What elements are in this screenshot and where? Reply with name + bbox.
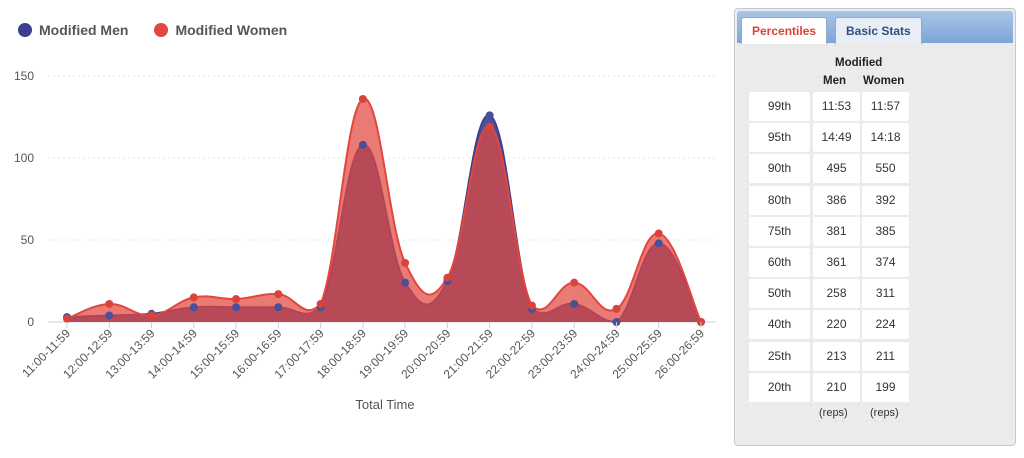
chart-legend: Modified Men Modified Women: [18, 22, 287, 38]
data-point-women[interactable]: [612, 304, 621, 313]
y-axis-ticks: 0 50 100 150: [14, 69, 34, 329]
data-point-men[interactable]: [570, 299, 579, 308]
legend-marker-women: [154, 23, 169, 37]
data-point-women[interactable]: [527, 301, 536, 310]
column-header-women: Women: [863, 75, 905, 87]
percentile-label: 50th: [749, 279, 810, 309]
women-value: 385: [862, 216, 909, 246]
tab-percentiles[interactable]: Percentiles: [741, 17, 828, 44]
data-point-men[interactable]: [105, 311, 114, 320]
data-point-women[interactable]: [105, 299, 114, 308]
tab-basic-stats[interactable]: Basic Stats: [835, 17, 922, 44]
percentile-label: 60th: [749, 248, 810, 277]
legend-label-women: Modified Women: [175, 22, 288, 38]
stats-tab-bar: Percentiles Basic Stats: [737, 11, 1013, 44]
y-tick-label: 100: [14, 151, 34, 165]
header-group-modified: Modified: [835, 57, 883, 69]
y-tick-label: 50: [21, 233, 35, 247]
x-axis-ticks: 11:00-11:5912:00-12:5913:00-13:5914:00-1…: [19, 322, 707, 381]
legend-marker-men: [18, 23, 32, 37]
x-axis-title: Total Time: [355, 397, 414, 412]
men-value: 11:53: [813, 92, 860, 121]
series-area-women: [67, 98, 701, 322]
legend-item-men[interactable]: Modified Men: [18, 22, 128, 38]
data-point-women[interactable]: [189, 293, 198, 302]
data-point-men[interactable]: [654, 239, 663, 248]
data-point-women[interactable]: [358, 94, 367, 103]
women-value: 550: [862, 154, 909, 184]
men-value: 213: [813, 341, 860, 371]
data-point-women[interactable]: [443, 273, 452, 282]
percentile-label: 95th: [749, 123, 810, 153]
men-value: 14:49: [813, 123, 860, 153]
data-point-men[interactable]: [189, 303, 198, 312]
men-value: 258: [813, 279, 860, 309]
data-point-women[interactable]: [570, 278, 579, 287]
women-value: 211: [862, 341, 909, 371]
data-point-women[interactable]: [274, 290, 283, 299]
data-point-women[interactable]: [63, 314, 71, 323]
data-point-men[interactable]: [358, 140, 367, 149]
y-tick-label: 0: [27, 315, 34, 329]
unit-men: (reps): [819, 407, 848, 419]
percentile-label: 20th: [749, 372, 810, 402]
men-value: 210: [813, 372, 860, 402]
percentile-label: 90th: [749, 154, 810, 184]
percentile-label: 99th: [749, 92, 810, 121]
y-tick-label: 150: [14, 69, 34, 83]
data-point-men[interactable]: [274, 303, 283, 312]
series-points: [63, 94, 705, 326]
percentile-label: 80th: [749, 185, 810, 215]
percentile-label: 75th: [749, 216, 810, 246]
unit-women: (reps): [870, 407, 899, 419]
data-point-women[interactable]: [147, 311, 156, 320]
percentile-label: 40th: [749, 310, 810, 340]
percentile-label: 25th: [749, 341, 810, 371]
data-point-women[interactable]: [485, 122, 494, 131]
stats-panel: Percentiles Basic Stats Modified Men Wom…: [734, 8, 1016, 446]
women-value: 224: [862, 310, 909, 340]
data-point-women[interactable]: [401, 258, 410, 267]
women-value: 392: [862, 185, 909, 215]
legend-item-women[interactable]: Modified Women: [154, 22, 287, 38]
women-value: 374: [862, 248, 909, 277]
men-value: 361: [813, 248, 860, 277]
women-value: 311: [862, 279, 909, 309]
data-point-women[interactable]: [316, 299, 325, 308]
legend-label-men: Modified Men: [39, 22, 129, 38]
series-areas: [66, 97, 702, 324]
men-value: 386: [813, 185, 860, 215]
women-value: 11:57: [862, 92, 909, 121]
women-value: 199: [862, 372, 909, 402]
data-point-men[interactable]: [485, 111, 494, 120]
data-point-women[interactable]: [654, 229, 663, 238]
men-value: 220: [813, 310, 860, 340]
area-chart: 0 50 100 150 11:00-11:5912:00-12:5913:00-13…: [14, 69, 716, 412]
women-value: 14:18: [862, 123, 909, 153]
men-value: 381: [813, 216, 860, 246]
men-value: 495: [813, 154, 860, 184]
column-header-men: Men: [823, 75, 846, 87]
data-point-men[interactable]: [401, 278, 410, 287]
data-point-women[interactable]: [232, 295, 241, 304]
data-point-men[interactable]: [232, 303, 241, 312]
